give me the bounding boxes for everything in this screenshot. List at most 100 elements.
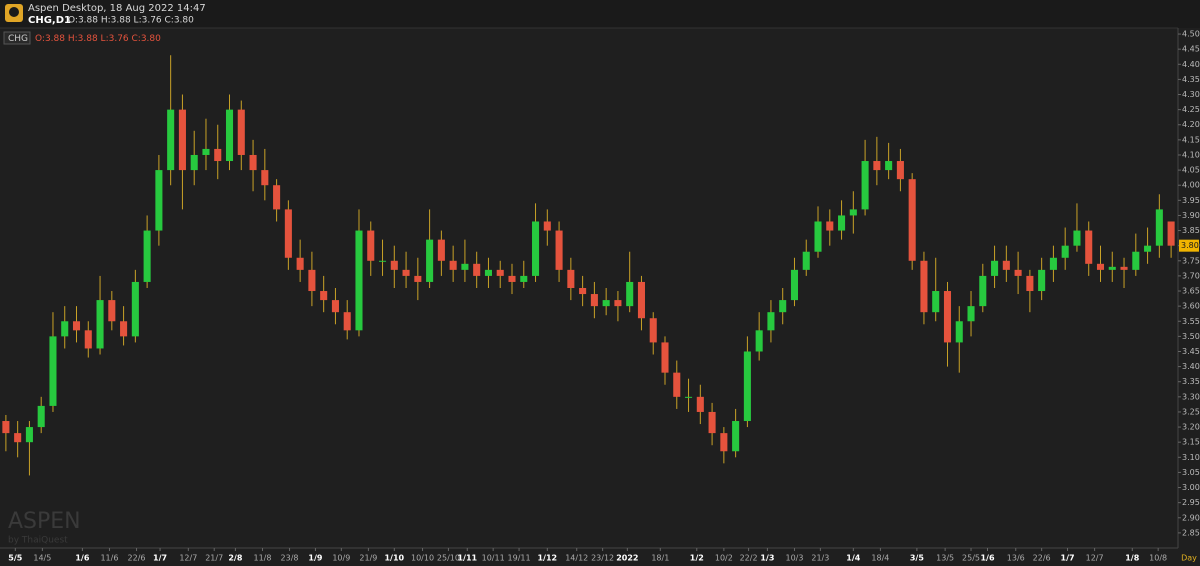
candle-body bbox=[979, 275, 987, 307]
x-tick-label: 1/6 bbox=[75, 554, 89, 563]
candle-body bbox=[120, 321, 128, 337]
candle-body bbox=[331, 300, 339, 313]
y-tick-label: 3.40 bbox=[1182, 362, 1200, 371]
y-tick-label: 3.85 bbox=[1182, 226, 1200, 235]
y-tick-label: 4.45 bbox=[1182, 45, 1200, 54]
x-tick-label: 13/5 bbox=[936, 554, 954, 563]
x-tick-label: 18/1 bbox=[651, 554, 669, 563]
candle-body bbox=[943, 291, 952, 343]
x-tick-label: 23/12 bbox=[591, 554, 614, 563]
x-tick-label: 21/7 bbox=[205, 554, 223, 563]
watermark-by: by ThaiQuest bbox=[8, 536, 68, 546]
candle-body bbox=[849, 209, 857, 216]
candle-body bbox=[614, 300, 622, 307]
y-tick-label: 4.15 bbox=[1182, 135, 1200, 144]
candle-body bbox=[767, 312, 775, 331]
x-tick-label: 5/5 bbox=[8, 554, 22, 563]
candle-body bbox=[732, 421, 740, 452]
candle-body bbox=[885, 161, 893, 171]
candle-body bbox=[543, 221, 551, 231]
candle-body bbox=[25, 427, 33, 443]
x-tick-label: 25/5 bbox=[962, 554, 980, 563]
x-tick-label: 11/8 bbox=[253, 554, 271, 563]
y-tick-label: 3.00 bbox=[1182, 483, 1200, 492]
y-tick-label: 3.70 bbox=[1182, 271, 1200, 280]
candle-body bbox=[708, 411, 716, 434]
y-tick-label: 3.05 bbox=[1182, 468, 1200, 477]
candle-body bbox=[320, 291, 328, 301]
candle-body bbox=[1096, 263, 1105, 270]
header-bar bbox=[0, 0, 1200, 28]
y-tick-label: 2.90 bbox=[1182, 513, 1200, 522]
y-tick-label: 3.75 bbox=[1182, 256, 1200, 265]
x-tick-label: 1/3 bbox=[760, 554, 774, 563]
x-tick-label: 22/6 bbox=[1033, 554, 1051, 563]
y-tick-label: 2.85 bbox=[1182, 528, 1200, 537]
y-tick-label: 3.25 bbox=[1182, 407, 1200, 416]
candle-body bbox=[602, 300, 610, 307]
candle-body bbox=[414, 275, 422, 282]
candle-body bbox=[661, 342, 669, 373]
x-tick-label: 14/5 bbox=[33, 554, 51, 563]
candle-body bbox=[225, 109, 234, 162]
candle-body bbox=[555, 230, 563, 270]
y-tick-label: 3.30 bbox=[1182, 392, 1200, 401]
x-tick-label: 22/2 bbox=[740, 554, 758, 563]
candle-body bbox=[955, 321, 963, 343]
x-tick-label: 25/10 bbox=[437, 554, 460, 563]
candle-body bbox=[1120, 266, 1128, 270]
x-tick-label: 23/8 bbox=[281, 554, 299, 563]
candle-body bbox=[190, 154, 198, 171]
app-title: Aspen Desktop, 18 Aug 2022 14:47 bbox=[28, 3, 206, 14]
candle-body bbox=[590, 294, 598, 307]
x-tick-label: 1/6 bbox=[980, 554, 994, 563]
candle-body bbox=[496, 269, 504, 276]
legend-box bbox=[3, 31, 31, 45]
candle-body bbox=[743, 351, 751, 422]
candle-body bbox=[520, 275, 528, 282]
candle-body bbox=[696, 396, 704, 412]
candle-body bbox=[84, 330, 92, 349]
candle-body bbox=[1014, 269, 1022, 276]
candle-body bbox=[343, 312, 351, 331]
y-tick-label: 4.25 bbox=[1182, 105, 1200, 114]
y-tick-label: 3.45 bbox=[1182, 347, 1200, 356]
candle-body bbox=[214, 148, 222, 162]
candle-body bbox=[1038, 269, 1046, 292]
x-tick-label: 1/8 bbox=[1125, 554, 1139, 563]
candle-body bbox=[673, 372, 681, 397]
y-tick-label: 4.40 bbox=[1182, 60, 1200, 69]
x-tick-label: 1/10 bbox=[384, 554, 404, 563]
app-icon-eye bbox=[9, 7, 19, 17]
candle-body bbox=[1132, 251, 1140, 270]
x-tick-label: 1/7 bbox=[1061, 554, 1075, 563]
x-tick-label: 2/8 bbox=[228, 554, 242, 563]
symbol: CHG,D1 bbox=[28, 15, 71, 26]
y-tick-label: 4.50 bbox=[1182, 30, 1200, 39]
x-tick-label: 10/11 bbox=[482, 554, 505, 563]
candle-body bbox=[249, 154, 257, 171]
x-tick-label: 12/7 bbox=[179, 554, 197, 563]
candle-body bbox=[1085, 230, 1093, 264]
candle-body bbox=[1108, 266, 1116, 270]
x-tick-label: 1/11 bbox=[457, 554, 477, 563]
candle-body bbox=[567, 269, 575, 288]
candle-body bbox=[178, 109, 186, 171]
candle-body bbox=[626, 281, 634, 307]
candle-body bbox=[579, 288, 587, 295]
candle-body bbox=[49, 336, 57, 406]
candle-body bbox=[532, 221, 540, 276]
candle-body bbox=[378, 260, 387, 262]
candle-body bbox=[202, 148, 210, 155]
candle-body bbox=[1061, 245, 1069, 258]
candle-body bbox=[61, 321, 69, 337]
candle-body bbox=[814, 221, 822, 252]
x-tick-label: 22/6 bbox=[128, 554, 146, 563]
candle-body bbox=[838, 215, 846, 231]
x-tick-label: 11/6 bbox=[100, 554, 118, 563]
candle-body bbox=[1026, 275, 1034, 292]
candle-body bbox=[308, 269, 316, 292]
x-tick-label: 10/2 bbox=[715, 554, 733, 563]
